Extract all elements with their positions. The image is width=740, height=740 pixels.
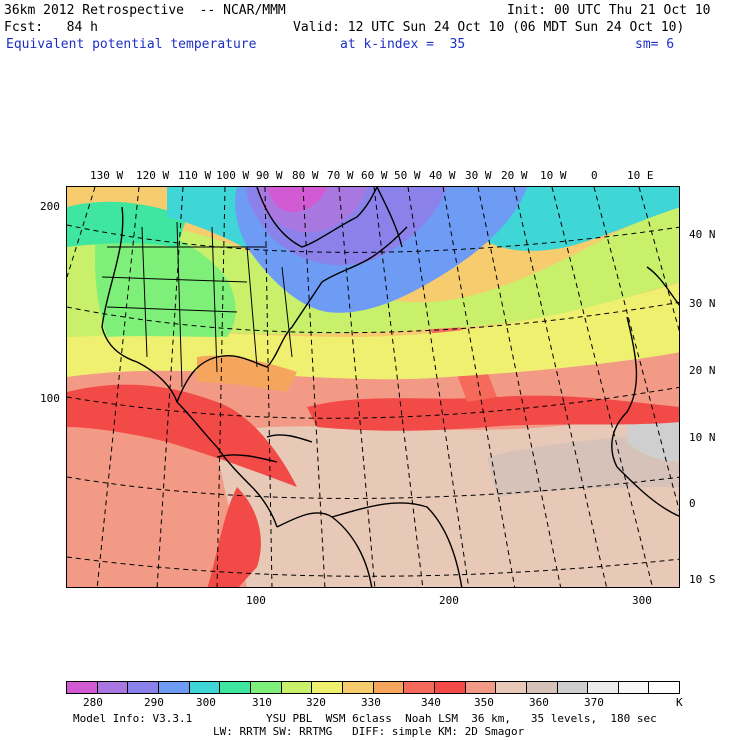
field-teal-north <box>67 201 187 247</box>
colorbar-swatch <box>557 682 589 693</box>
lon-label: 20 W <box>501 169 528 182</box>
colorbar-swatch <box>342 682 374 693</box>
lat-label: 10 N <box>689 431 716 444</box>
colorbar-label: 300 <box>196 696 216 709</box>
field-name: Equivalent potential temperature <box>6 37 257 52</box>
lon-label: 90 W <box>256 169 283 182</box>
colorbar-swatch <box>250 682 282 693</box>
colorbar-label: 320 <box>306 696 326 709</box>
colorbar <box>66 681 680 694</box>
colorbar-swatch <box>220 682 251 693</box>
lon-label: 110 W <box>178 169 212 182</box>
lat-label: 10 S <box>689 573 716 586</box>
field-grey-patch <box>627 414 679 462</box>
lon-label: 40 W <box>429 169 456 182</box>
lat-label: 20 N <box>689 364 716 377</box>
colorbar-swatch <box>158 682 190 693</box>
colorbar-swatch <box>97 682 129 693</box>
forecast-hour: Fcst: 84 h <box>4 20 98 35</box>
colorbar-swatch <box>465 682 497 693</box>
lon-label: 60 W <box>361 169 388 182</box>
lon-label: 50 W <box>394 169 421 182</box>
model-info: Model Info: V3.3.1 <box>73 712 193 725</box>
field-yellow-band <box>67 282 679 380</box>
colorbar-unit: K <box>676 696 683 709</box>
colorbar-swatch <box>312 682 343 693</box>
lon-label: 130 W <box>90 169 124 182</box>
level-index: at k-index = 35 <box>340 37 466 52</box>
colorbar-label: 330 <box>361 696 381 709</box>
colorbar-swatch <box>281 682 313 693</box>
colorbar-swatch <box>526 682 558 693</box>
field-red-west <box>67 384 297 487</box>
lat-label: 40 N <box>689 228 716 241</box>
lon-label: 10 W <box>540 169 567 182</box>
colorbar-swatch <box>588 682 619 693</box>
colorbar-label: 280 <box>83 696 103 709</box>
grid-x-label: 200 <box>439 594 459 607</box>
colorbar-label: 360 <box>529 696 549 709</box>
colorbar-swatch <box>649 682 680 693</box>
colorbar-swatch <box>404 682 435 693</box>
colorbar-swatch <box>128 682 159 693</box>
colorbar-label: 350 <box>474 696 494 709</box>
lon-label: 30 W <box>465 169 492 182</box>
lon-label: 80 W <box>292 169 319 182</box>
colorbar-swatch <box>189 682 221 693</box>
theta-e-map <box>66 186 680 588</box>
grid-y-label: 200 <box>40 200 60 213</box>
lat-label: 0 <box>689 497 696 510</box>
lon-label: 120 W <box>136 169 170 182</box>
coastlines <box>101 187 679 587</box>
field-green-conus <box>95 226 236 337</box>
map-canvas <box>67 187 679 587</box>
colorbar-label: 290 <box>144 696 164 709</box>
colorbar-swatch <box>373 682 405 693</box>
colorbar-swatch <box>496 682 527 693</box>
colorbar-label: 370 <box>584 696 604 709</box>
field-orange-gulf <box>197 355 297 392</box>
init-time: Init: 00 UTC Thu 21 Oct 10 <box>507 3 711 18</box>
smoothing-label: sm= 6 <box>635 37 675 52</box>
grid-y-label: 100 <box>40 392 60 405</box>
lon-label: 10 E <box>627 169 654 182</box>
colorbar-swatch <box>434 682 466 693</box>
colorbar-swatch <box>618 682 650 693</box>
colorbar-label: 340 <box>421 696 441 709</box>
field-magenta <box>267 187 327 212</box>
colorbar-swatch <box>67 682 98 693</box>
grid-x-label: 100 <box>246 594 266 607</box>
physics-info: YSU PBL WSM 6class Noah LSM 36 km, 35 le… <box>266 712 657 725</box>
state-borders <box>101 221 293 388</box>
lon-label: 100 W <box>216 169 250 182</box>
lat-label: 30 N <box>689 297 716 310</box>
model-title: 36km 2012 Retrospective -- NCAR/MMM <box>4 3 286 18</box>
radiation-info: LW: RRTM SW: RRTMG DIFF: simple KM: 2D S… <box>213 725 525 738</box>
valid-time: Valid: 12 UTC Sun 24 Oct 10 (06 MDT Sun … <box>293 20 685 35</box>
lon-label: 70 W <box>327 169 354 182</box>
grid-x-label: 300 <box>632 594 652 607</box>
colorbar-label: 310 <box>252 696 272 709</box>
graticule <box>67 187 679 587</box>
lon-label: 0 <box>591 169 598 182</box>
field-red-andes <box>207 487 261 587</box>
